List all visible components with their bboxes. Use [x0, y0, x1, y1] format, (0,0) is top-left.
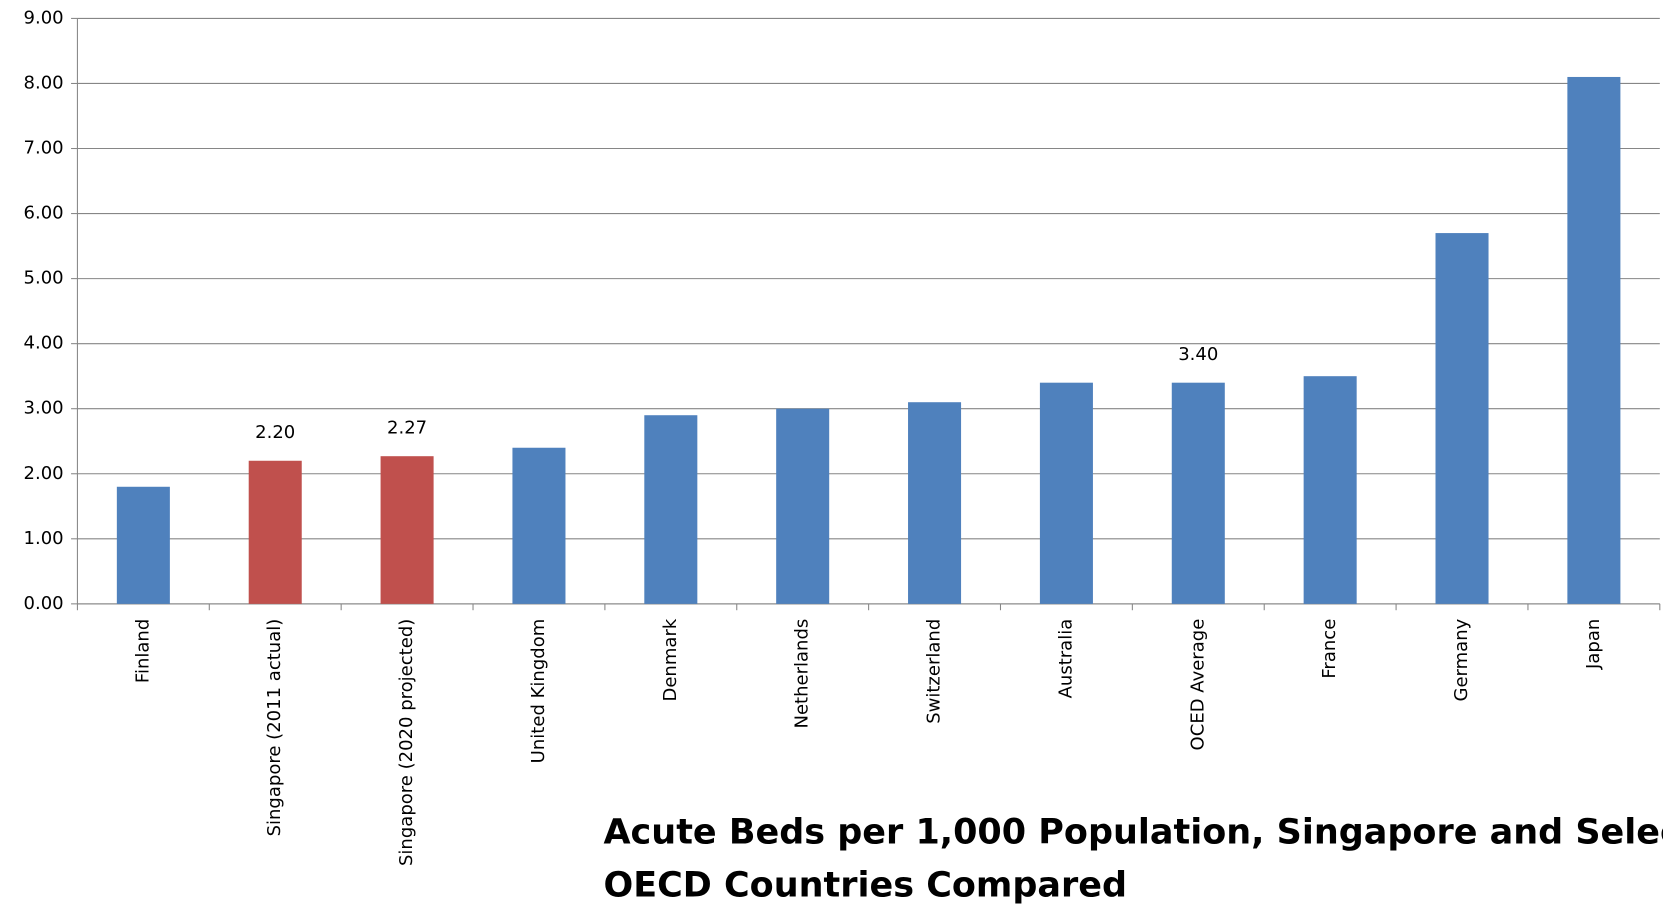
y-tick-label: 9.00	[24, 7, 64, 28]
bar	[1435, 233, 1489, 604]
bar	[1039, 382, 1093, 604]
x-tick-label: Australia	[1055, 619, 1076, 699]
chart-title: OECD Countries Compared	[603, 866, 1127, 906]
x-tick-label: Switzerland	[924, 619, 945, 724]
y-tick-label: 1.00	[24, 528, 64, 549]
y-tick-label: 2.00	[24, 463, 64, 484]
bar	[644, 415, 698, 604]
data-label: 2.20	[255, 422, 295, 443]
y-tick-label: 5.00	[24, 268, 64, 289]
bar	[116, 486, 170, 604]
y-tick-label: 3.00	[24, 398, 64, 419]
x-tick-label: Singapore (2020 projected)	[396, 619, 417, 866]
y-tick-label: 7.00	[24, 138, 64, 159]
y-tick-label: 4.00	[24, 333, 64, 354]
x-tick-label: Denmark	[660, 618, 681, 701]
bar	[512, 447, 566, 604]
y-tick-label: 8.00	[24, 72, 64, 93]
x-tick-label: Netherlands	[792, 619, 813, 729]
x-tick-label: Finland	[132, 619, 153, 683]
x-tick-label: Japan	[1583, 619, 1604, 670]
bar	[908, 402, 962, 604]
y-tick-label: 0.00	[24, 593, 64, 614]
x-tick-label: United Kingdom	[528, 619, 549, 764]
bar	[380, 456, 434, 604]
bar	[1567, 76, 1621, 604]
chart-title: Acute Beds per 1,000 Population, Singapo…	[603, 813, 1663, 853]
data-label: 3.40	[1178, 344, 1218, 365]
x-tick-label: OCED Average	[1187, 619, 1208, 751]
x-tick-label: Germany	[1451, 618, 1472, 701]
data-label: 2.27	[387, 418, 427, 439]
bar	[776, 408, 830, 604]
bar	[248, 460, 302, 604]
bar	[1171, 382, 1225, 604]
x-tick-label: France	[1319, 619, 1340, 679]
y-tick-label: 6.00	[24, 203, 64, 224]
x-tick-label: Singapore (2011 actual)	[264, 619, 285, 837]
bar	[1303, 376, 1357, 604]
